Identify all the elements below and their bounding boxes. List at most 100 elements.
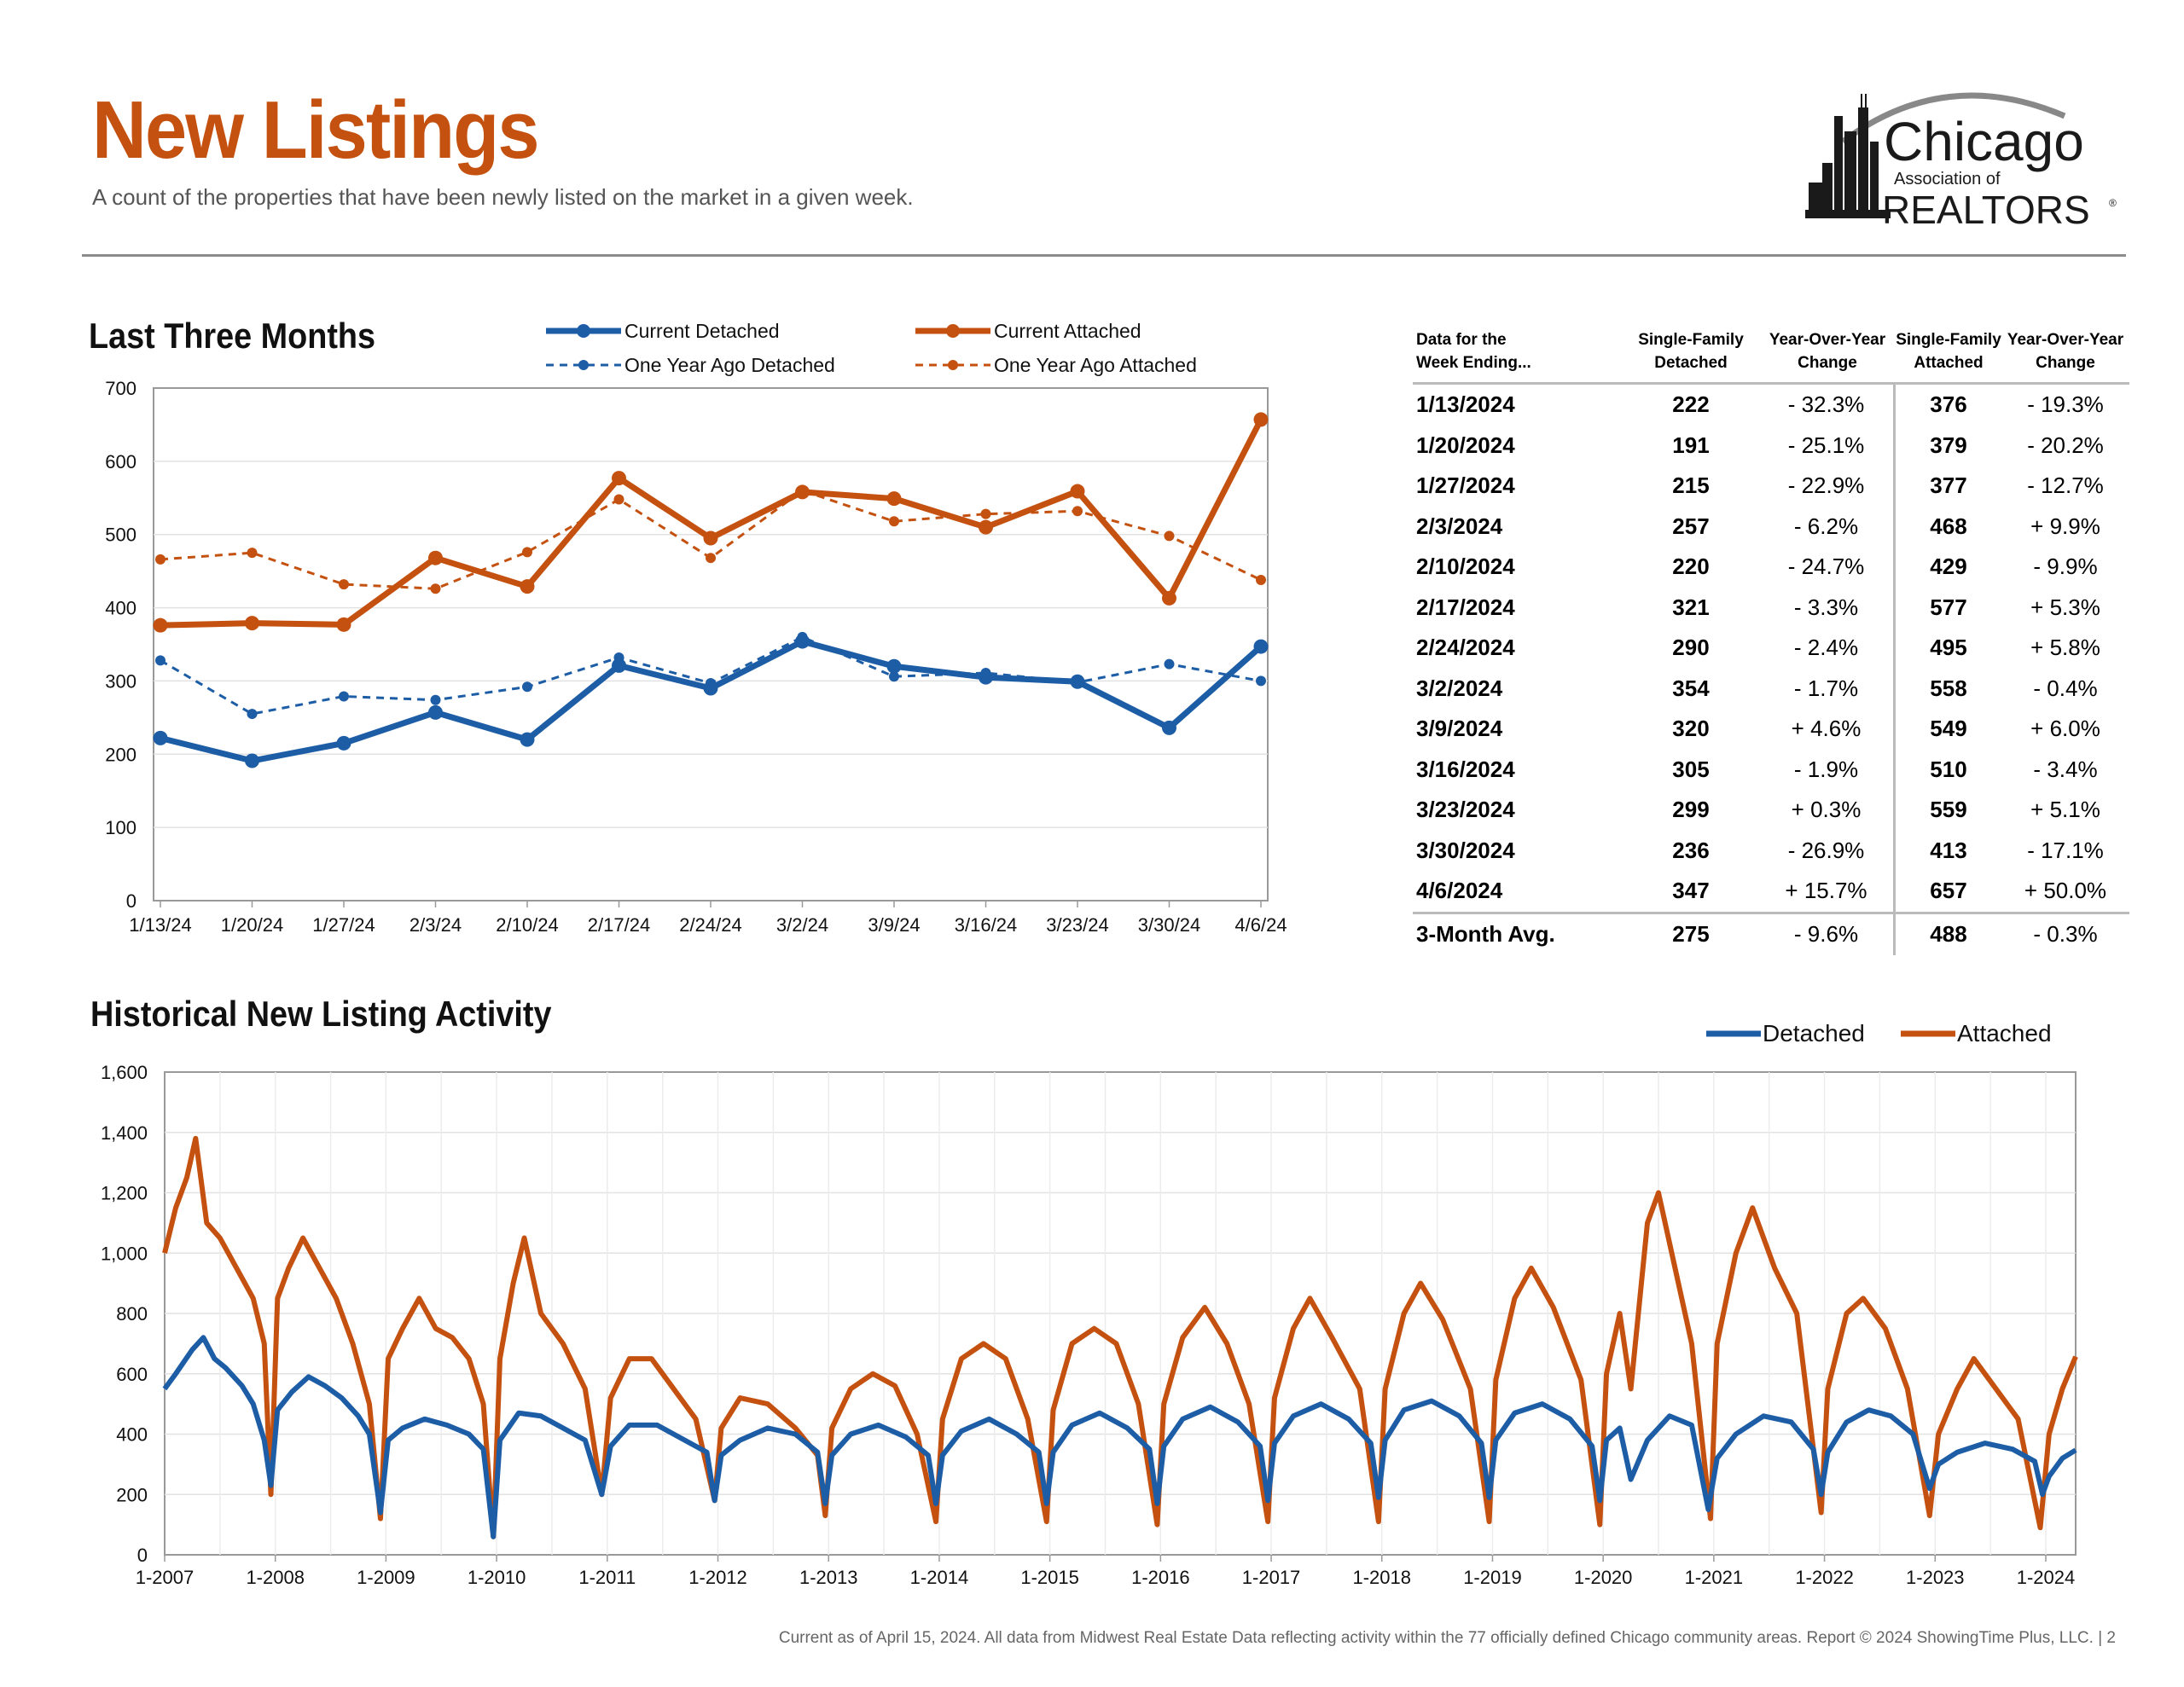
y-tick-label: 400 [116, 1424, 148, 1446]
x-tick-label: 1-2019 [1463, 1567, 1522, 1588]
x-tick-label: 3/9/24 [868, 914, 920, 936]
data-point [430, 694, 441, 705]
table-cell-detached-yoy: + 0.3% [1759, 790, 1896, 831]
table-cell-detached: 236 [1672, 837, 1710, 863]
table-row: 3/16/2024 305 - 1.9% 510 - 3.4% [1413, 749, 2129, 790]
table-cell-week: 2/24/2024 [1416, 635, 1515, 661]
data-point [795, 484, 810, 500]
data-point [1162, 720, 1176, 735]
data-point [245, 753, 259, 768]
data-point [247, 709, 258, 720]
data-point [1256, 574, 1266, 585]
x-tick-label: 1-2013 [799, 1567, 858, 1588]
table-row: 2/10/2024 220 - 24.7% 429 - 9.9% [1413, 547, 2129, 588]
x-tick-label: 2/24/24 [679, 914, 741, 936]
x-tick-label: 1-2017 [1242, 1567, 1301, 1588]
table-cell-detached: 354 [1672, 675, 1710, 701]
data-point [1256, 675, 1266, 687]
table-header: Data for the Week Ending... Single-Famil… [1413, 321, 2129, 385]
table-cell-attached-yoy: - 20.2% [2027, 432, 2104, 458]
x-tick-label: 4/6/24 [1234, 914, 1287, 936]
x-tick-label: 1-2011 [578, 1567, 636, 1588]
table-cell-week: 2/10/2024 [1416, 554, 1515, 580]
x-tick-label: 1-2009 [357, 1567, 415, 1588]
table-cell-attached-yoy: - 17.1% [2027, 837, 2104, 863]
table-cell-week: 2/17/2024 [1416, 594, 1515, 620]
x-tick-label: 1-2016 [1131, 1567, 1190, 1588]
x-tick-label: 1/20/24 [221, 914, 283, 936]
data-point [703, 681, 718, 696]
table-cell-week: 1/27/2024 [1416, 472, 1515, 499]
table-cell-attached-yoy: + 5.1% [2030, 797, 2100, 823]
table-cell-attached: 429 [1930, 554, 1967, 580]
y-tick-label: 1,000 [101, 1243, 148, 1264]
table-row: 3/30/2024 236 - 26.9% 413 - 17.1% [1413, 830, 2129, 871]
data-point [1162, 590, 1176, 606]
series-line-detached [162, 1335, 2077, 1539]
x-tick-label: 2/17/24 [588, 914, 650, 936]
logo-text-realtors: REALTORS [1882, 188, 2090, 232]
table-cell-detached-yoy: - 1.7% [1759, 668, 1896, 709]
table-cell-week: 1/20/2024 [1416, 432, 1515, 458]
table-body: 1/13/2024 222 - 32.3% 376 - 19.3% 1/20/2024 19… [1413, 385, 2129, 912]
x-tick-label: 1-2014 [910, 1567, 969, 1588]
data-point [889, 516, 899, 527]
x-tick-label: 1-2022 [1795, 1567, 1854, 1588]
table-row: 3/2/2024 354 - 1.7% 558 - 0.4% [1413, 668, 2129, 709]
data-point [430, 583, 441, 594]
table-cell-detached: 299 [1672, 797, 1710, 823]
table-cell-detached: 290 [1672, 635, 1710, 661]
table-cell-attached: 558 [1930, 675, 1967, 701]
table-footer-detached-yoy: - 9.6% [1759, 913, 1896, 956]
table-row: 3/9/2024 320 + 4.6% 549 + 6.0% [1413, 709, 2129, 750]
logo-text-association: Association of [1894, 170, 2001, 188]
section-title-last-three-months: Last Three Months [89, 316, 376, 356]
y-tick-label: 100 [105, 817, 136, 838]
x-tick-label: 1/13/24 [129, 914, 191, 936]
table-row: 2/3/2024 257 - 6.2% 468 + 9.9% [1413, 506, 2129, 547]
data-point [795, 634, 810, 649]
table-header-attached-yoy: Year-Over-Year Change [2007, 331, 2124, 372]
table-cell-attached: 413 [1930, 837, 1967, 863]
data-point [336, 617, 351, 632]
x-tick-label: 1-2010 [468, 1567, 526, 1588]
footer-note: Current as of April 15, 2024. All data f… [778, 1629, 2116, 1647]
table-cell-week: 3/9/2024 [1416, 716, 1503, 742]
table-cell-attached-yoy: - 19.3% [2027, 391, 2104, 418]
page-subtitle: A count of the properties that have been… [92, 184, 914, 210]
table-cell-attached: 379 [1930, 432, 1967, 458]
table-cell-week: 3/16/2024 [1416, 756, 1515, 782]
table-cell-attached: 376 [1930, 391, 1967, 418]
x-tick-label: 3/23/24 [1046, 914, 1108, 936]
legend-label: Attached [1957, 1020, 2052, 1046]
y-tick-label: 200 [105, 744, 136, 765]
table-cell-detached: 220 [1672, 554, 1710, 580]
table-header-week: Data for the Week Ending... [1416, 331, 1531, 372]
table-cell-week: 2/3/2024 [1416, 513, 1503, 539]
y-tick-label: 300 [105, 670, 136, 692]
legend-label: One Year Ago Detached [624, 354, 835, 376]
data-point [1164, 658, 1175, 670]
data-point [520, 579, 535, 594]
table-cell-attached: 577 [1930, 594, 1967, 620]
x-tick-label: 1-2018 [1352, 1567, 1411, 1588]
table-cell-detached-yoy: + 4.6% [1759, 709, 1896, 750]
table-cell-week: 3/30/2024 [1416, 837, 1515, 863]
table-cell-detached-yoy: - 1.9% [1759, 749, 1896, 790]
y-tick-label: 200 [116, 1484, 148, 1505]
table-cell-attached-yoy: + 5.3% [2030, 594, 2100, 620]
y-tick-label: 700 [105, 378, 136, 399]
y-tick-label: 600 [116, 1364, 148, 1385]
x-tick-label: 1-2007 [136, 1567, 195, 1588]
x-tick-label: 1-2015 [1020, 1567, 1079, 1588]
x-tick-label: 1-2021 [1685, 1567, 1744, 1588]
section-title-historical: Historical New Listing Activity [90, 994, 552, 1034]
table-cell-detached-yoy: - 3.3% [1759, 587, 1896, 628]
table-cell-attached-yoy: + 6.0% [2030, 716, 2100, 742]
table-row: 3/23/2024 299 + 0.3% 559 + 5.1% [1413, 790, 2129, 831]
data-point [522, 681, 532, 693]
table-row: 1/20/2024 191 - 25.1% 379 - 20.2% [1413, 425, 2129, 466]
table-cell-attached: 549 [1930, 716, 1967, 742]
table-cell-attached: 559 [1930, 797, 1967, 823]
x-tick-label: 2/10/24 [496, 914, 558, 936]
